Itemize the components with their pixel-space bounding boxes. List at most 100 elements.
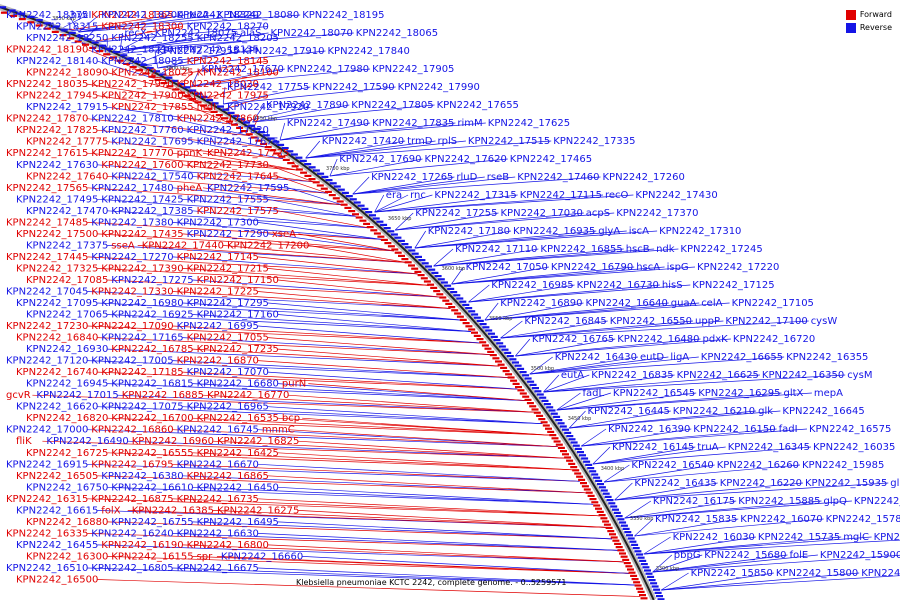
left-gene-label[interactable]: KPN2242_17575 [197, 206, 279, 217]
left-gene-label[interactable]: KPN2242_16190 [101, 540, 183, 551]
right-gene-label[interactable]: KPN2242_15935 [805, 478, 887, 489]
left-gene-label[interactable]: KPN2242_16680 [197, 379, 279, 390]
right-gene-label[interactable]: glyA [598, 226, 620, 237]
left-gene-label[interactable]: KPN2242_17555 [187, 194, 269, 205]
left-gene-label[interactable]: KPN2242_18085 [101, 56, 183, 67]
left-gene-label[interactable]: KPN2242_18090 [26, 68, 108, 79]
right-gene-label[interactable]: KPN2242_17260 [603, 172, 685, 183]
right-gene-label[interactable]: recX [124, 28, 147, 39]
left-gene-label[interactable]: KPN2242_16670 [177, 459, 259, 470]
left-gene-label[interactable]: KPN2242_17290 [187, 229, 269, 240]
left-gene-label[interactable]: ppnK [177, 148, 203, 159]
left-gene-label[interactable]: KPN2242_16800 [187, 540, 269, 551]
right-gene-label[interactable]: KPN2242_17620 [425, 154, 507, 165]
left-gene-label[interactable]: KPN2242_16450 [197, 482, 279, 493]
left-gene-label[interactable]: KPN2242_16660 [221, 551, 303, 562]
right-gene-label[interactable]: mglC [843, 532, 869, 543]
left-gene-label[interactable]: KPN2242_17500 [16, 229, 98, 240]
right-gene-label[interactable]: recA [187, 10, 210, 21]
left-gene-label[interactable]: KPN2242_17730 [187, 160, 269, 171]
left-gene-label[interactable]: KPN2242_17945 [16, 91, 98, 102]
left-gene-label[interactable]: KPN2242_17065 [26, 310, 108, 321]
right-gene-label[interactable]: KPN2242_16730 [577, 280, 659, 291]
left-gene-label[interactable]: KPN2242_17495 [16, 194, 98, 205]
left-gene-label[interactable]: KPN2242_17295 [187, 298, 269, 309]
left-gene-label[interactable]: xseA [272, 229, 296, 240]
left-gene-label[interactable]: KPN2242_17230 [6, 321, 88, 332]
left-gene-label[interactable]: KPN2242_16795 [91, 459, 173, 470]
left-gene-label[interactable]: KPN2242_17380 [91, 217, 173, 228]
right-gene-label[interactable]: KPN2242_16855 [540, 244, 622, 255]
right-gene-label[interactable]: eutD [640, 352, 664, 363]
right-gene-label[interactable]: folE [790, 550, 809, 561]
right-gene-label[interactable]: KPN2242_17980 [287, 64, 369, 75]
right-gene-label[interactable]: celA [701, 298, 722, 309]
left-gene-label[interactable]: KPN2242_16610 [111, 482, 193, 493]
right-gene-label[interactable]: KPN2242_15985 [802, 460, 884, 471]
left-gene-label[interactable]: KPN2242_16945 [26, 379, 108, 390]
left-gene-label[interactable]: KPN2242_17390 [101, 263, 183, 274]
right-gene-label[interactable]: KPN2242_17100 [725, 316, 807, 327]
right-gene-label[interactable]: KPN2242_17030 [501, 208, 583, 219]
right-gene-label[interactable]: KPN2242_17805 [351, 100, 433, 111]
right-gene-label[interactable]: KPN2242_16645 [782, 406, 864, 417]
left-gene-label[interactable]: KPN2242_17160 [197, 310, 279, 321]
left-gene-label[interactable]: KPN2242_17615 [6, 148, 88, 159]
right-gene-label[interactable]: KPN2242_17430 [635, 190, 717, 201]
right-gene-label[interactable]: KPN2242_17625 [488, 118, 570, 129]
left-gene-label[interactable]: nrdI [197, 102, 217, 113]
right-gene-label[interactable]: pdxK [703, 334, 729, 345]
right-gene-label[interactable]: KPN2242_17335 [553, 136, 635, 147]
left-gene-label[interactable]: KPN2242_16880 [26, 517, 108, 528]
left-gene-label[interactable]: KPN2242_18135 [177, 45, 259, 56]
left-gene-label[interactable]: KPN2242_16535 [197, 413, 279, 424]
left-gene-label[interactable]: KPN2242_17860 [177, 114, 259, 125]
right-gene-label[interactable]: KPN2242_15680 [704, 550, 786, 561]
right-gene-label[interactable]: rseB [487, 172, 509, 183]
left-gene-label[interactable]: KPN2242_18250 [26, 33, 108, 44]
left-gene-label[interactable]: KPN2242_16960 [132, 436, 214, 447]
left-gene-label[interactable]: KPN2242_17760 [101, 125, 183, 136]
right-gene-label[interactable]: KPN2242_15900 [820, 550, 900, 561]
left-gene-label[interactable]: KPN2242_17375 [26, 240, 108, 251]
left-gene-label[interactable]: KPN2242_17810 [91, 114, 173, 125]
left-gene-label[interactable]: KPN2242_16620 [16, 402, 98, 413]
right-gene-label[interactable]: KPN2242_17180 [428, 226, 510, 237]
left-gene-label[interactable]: spr [197, 551, 214, 562]
right-gene-label[interactable]: KPN2242_16575 [809, 424, 891, 435]
left-gene-label[interactable]: KPN2242_17005 [91, 356, 173, 367]
right-gene-label[interactable]: acpS [586, 208, 610, 219]
left-gene-label[interactable]: KPN2242_17225 [177, 287, 259, 298]
left-gene-label[interactable]: KPN2242_17975 [187, 91, 269, 102]
left-gene-label[interactable]: bcp [282, 413, 300, 424]
right-gene-label[interactable]: hscB [626, 244, 650, 255]
left-gene-label[interactable]: KPN2242_17775 [26, 137, 108, 148]
left-gene-label[interactable]: KPN2242_18020 [177, 79, 259, 90]
left-gene-label[interactable]: KPN2242_17820 [187, 125, 269, 136]
right-gene-label[interactable]: KPN2242_16175 [653, 496, 735, 507]
left-gene-label[interactable]: KPN2242_16425 [197, 448, 279, 459]
right-gene-label[interactable]: KPN2242_17315 [434, 190, 516, 201]
left-gene-label[interactable]: KPN2242_18190 [6, 45, 88, 56]
right-gene-label[interactable]: ligA [670, 352, 689, 363]
right-gene-label[interactable]: KPN2242_17890 [266, 100, 348, 111]
left-gene-label[interactable]: KPN2242_16315 [6, 494, 88, 505]
right-gene-label[interactable]: KPN2242_17990 [398, 82, 480, 93]
left-gene-label[interactable]: KPN2242_17235 [197, 344, 279, 355]
right-gene-label[interactable]: KPN2242_16935 [513, 226, 595, 237]
left-gene-label[interactable]: KPN2242_17145 [177, 252, 259, 263]
right-gene-label[interactable]: KPN2242_16070 [740, 514, 822, 525]
left-gene-label[interactable]: KPN2242_17915 [26, 102, 108, 113]
left-gene-label[interactable]: KPN2242_17070 [187, 367, 269, 378]
right-gene-label[interactable]: cysM [847, 370, 872, 381]
left-gene-label[interactable]: KPN2242_16300 [26, 551, 108, 562]
left-gene-label[interactable]: KPN2242_17055 [187, 333, 269, 344]
left-gene-label[interactable]: KPN2242_16490 [46, 436, 128, 447]
right-gene-label[interactable]: glpQ [824, 496, 847, 507]
left-gene-label[interactable]: KPN2242_16735 [177, 494, 259, 505]
left-gene-label[interactable]: KPN2242_17015 [36, 390, 118, 401]
right-gene-label[interactable]: KPN2242_16030 [673, 532, 755, 543]
right-gene-label[interactable]: KPN2242_17465 [510, 154, 592, 165]
right-gene-label[interactable]: KPN2242_18195 [302, 10, 384, 21]
right-gene-label[interactable]: hisS [662, 280, 683, 291]
